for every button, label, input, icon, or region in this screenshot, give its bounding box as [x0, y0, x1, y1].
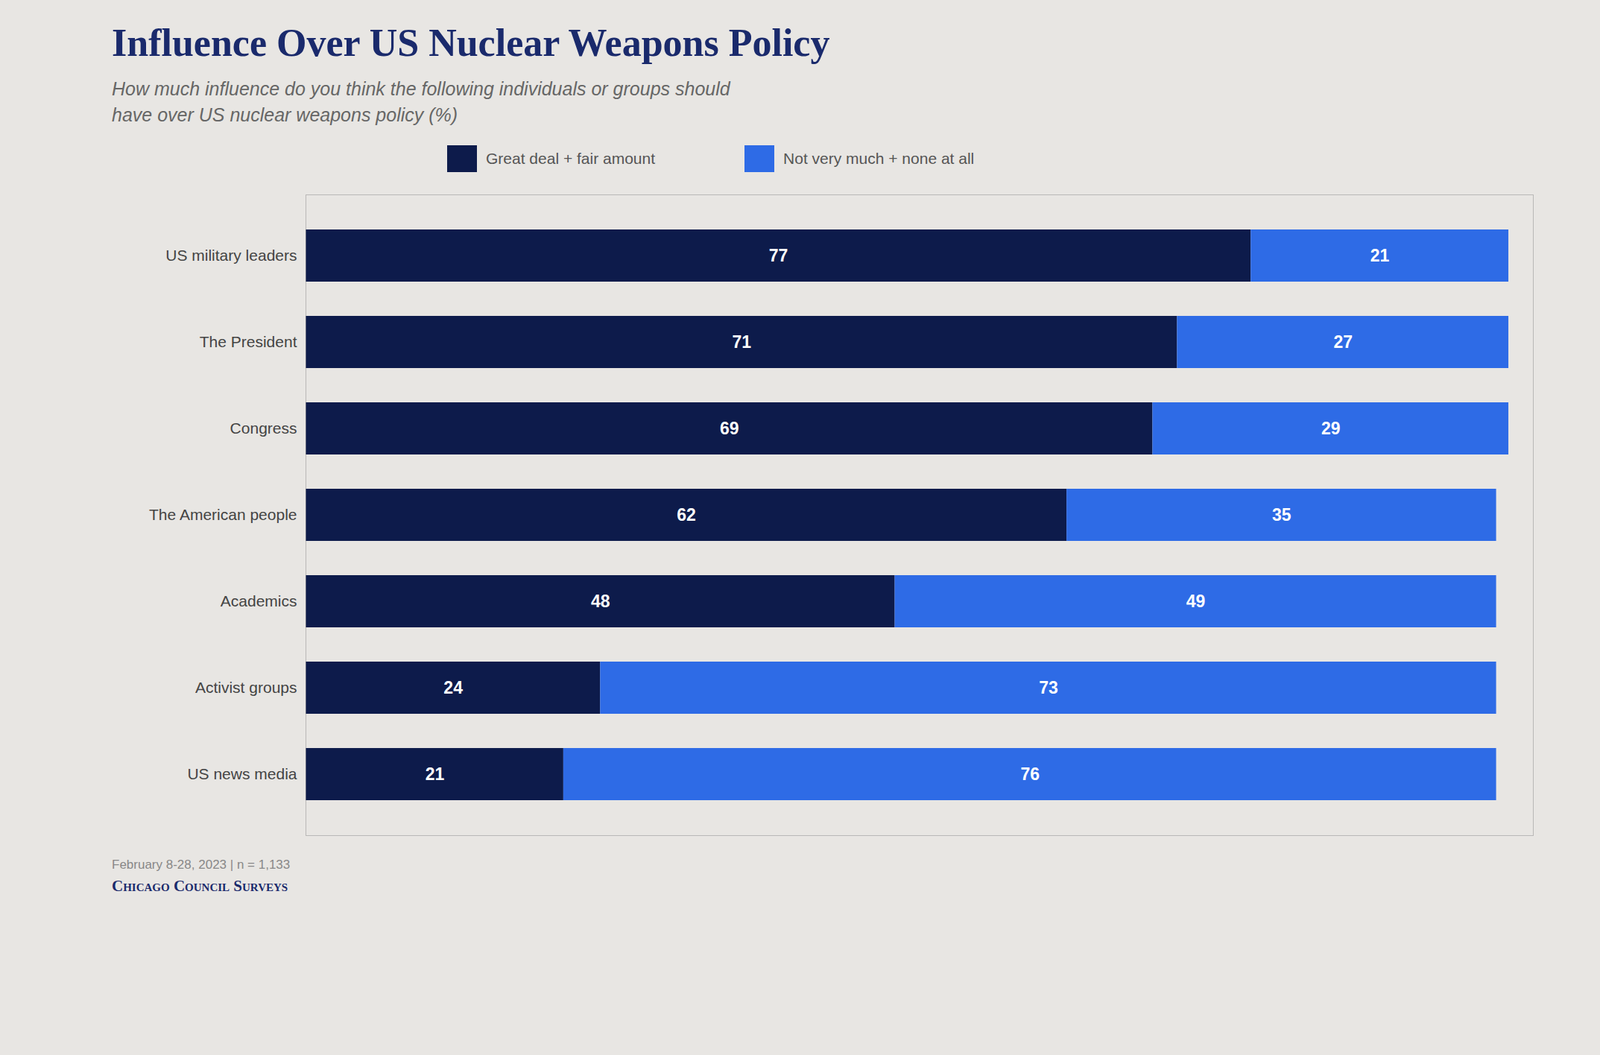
svg-text:71: 71: [731, 332, 752, 352]
svg-text:77: 77: [769, 245, 789, 266]
html-text:Influence Over US Nuclear Weap: Influence Over US Nuclear Weapons Policy: [111, 21, 830, 65]
svg-text:27: 27: [1333, 332, 1353, 352]
html-text:have over US nuclear weapons p: have over US nuclear weapons policy (%): [111, 104, 458, 126]
svg-text:49: 49: [1186, 591, 1206, 612]
svg-text:48: 48: [590, 591, 611, 612]
svg-text:Activist groups: Activist groups: [195, 678, 298, 697]
svg-text:35: 35: [1272, 505, 1292, 525]
svg-text:73: 73: [1038, 678, 1059, 698]
svg-text:24: 24: [443, 678, 463, 698]
svg-text:Academics: Academics: [220, 592, 298, 610]
svg-text:21: 21: [425, 764, 445, 784]
svg-text:US military leaders: US military leaders: [165, 246, 297, 264]
html-text:How much influence do you thin: How much influence do you think the foll…: [111, 78, 731, 100]
svg-text:The American people: The American people: [149, 506, 297, 524]
svg-text:21: 21: [1370, 245, 1390, 266]
svg-text:The President: The President: [199, 333, 298, 351]
svg-text:69: 69: [719, 418, 740, 439]
html-text:Great deal + fair amount: Great deal + fair amount: [485, 149, 656, 167]
html-text:February 8-28, 2023 | n = 1,13: February 8-28, 2023 | n = 1,133: [111, 857, 291, 872]
svg-text:US news media: US news media: [187, 765, 297, 783]
svg-text:29: 29: [1321, 418, 1341, 439]
html-text:Not very much + none at all: Not very much + none at all: [783, 149, 975, 167]
svg-text:Congress: Congress: [230, 419, 298, 437]
html-text:Chicago Council Surveys: Chicago Council Surveys: [111, 877, 288, 896]
svg-text:62: 62: [676, 505, 697, 525]
svg-text:76: 76: [1020, 764, 1040, 784]
